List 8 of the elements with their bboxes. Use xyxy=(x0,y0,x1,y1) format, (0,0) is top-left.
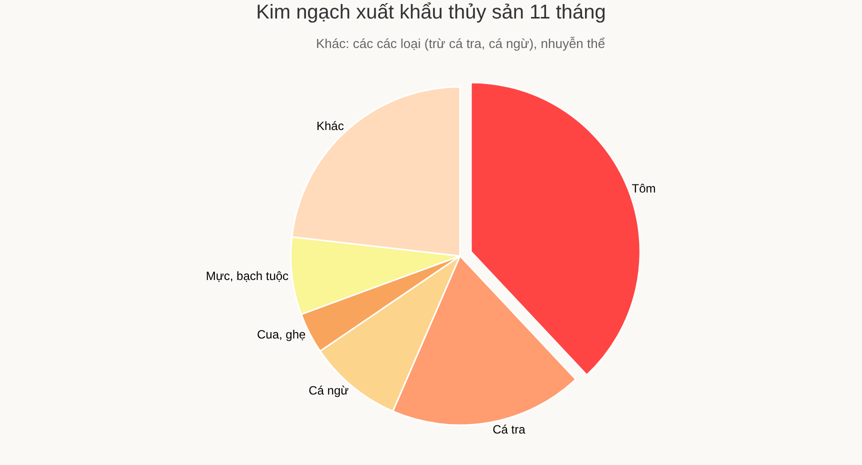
chart-title: Kim ngạch xuất khẩu thủy sản 11 tháng xyxy=(256,2,606,24)
slice-label: Khác xyxy=(316,118,344,133)
slice-label: Mực, bạch tuộc xyxy=(206,269,289,284)
chart-subtitle: Khác: các các loại (trừ cá tra, cá ngừ), nhuyễn thể xyxy=(316,36,606,51)
slice-label: Cá tra xyxy=(492,422,526,436)
slice-label: Cá ngừ xyxy=(308,383,349,398)
slice-label: Cua, ghẹ xyxy=(256,328,306,342)
slice-label: Tôm xyxy=(632,181,656,196)
